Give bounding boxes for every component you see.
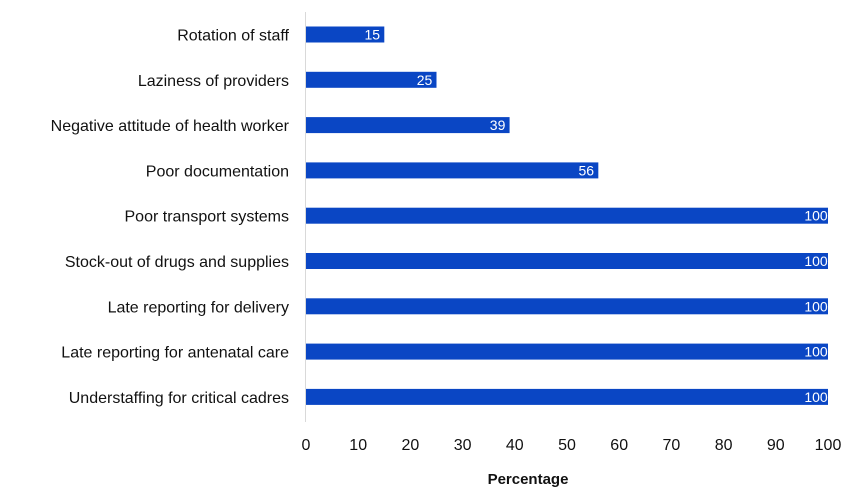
bar-value-label: 100: [804, 208, 828, 224]
x-tick-label: 30: [454, 437, 472, 454]
category-label: Late reporting for antenatal care: [61, 345, 289, 362]
category-label: Negative attitude of health worker: [51, 118, 290, 135]
bar-value-label: 100: [804, 298, 828, 314]
bar-8: [306, 343, 828, 360]
x-tick-label: 70: [663, 437, 681, 454]
x-tick-label: 10: [349, 437, 367, 454]
bar-7: [306, 298, 828, 315]
x-tick-label: 90: [767, 437, 785, 454]
bar-value-label: 25: [417, 72, 433, 88]
category-label: Laziness of providers: [138, 73, 289, 90]
category-labels: Rotation of staff Laziness of providers Ne…: [51, 28, 290, 407]
x-tick-label: 50: [558, 437, 576, 454]
bar-value-label: 100: [804, 344, 828, 360]
x-tick-label: 0: [302, 437, 311, 454]
bar-2: [306, 71, 437, 88]
category-label: Stock-out of drugs and supplies: [65, 254, 289, 271]
bar-5: [306, 207, 828, 224]
x-tick-label: 80: [715, 437, 733, 454]
bar-4: [306, 162, 599, 179]
bar-6: [306, 253, 828, 269]
x-tick-label: 100: [815, 437, 842, 454]
category-label: Understaffing for critical cadres: [69, 390, 289, 407]
bar-1: [306, 26, 385, 43]
x-tick-labels: 0 10 20 30 40 50 60 70 80 90 100: [302, 437, 842, 454]
x-axis-title: Percentage: [488, 471, 569, 488]
category-label: Poor documentation: [146, 163, 289, 180]
bar-9: [306, 388, 828, 405]
bar-value-label: 100: [804, 253, 828, 269]
bar-3: [306, 117, 510, 134]
bar-value-label: 56: [579, 162, 595, 178]
bar-value-label: 15: [365, 27, 381, 43]
category-label: Poor transport systems: [125, 209, 290, 226]
category-label: Late reporting for delivery: [108, 299, 289, 316]
bar-value-label: 39: [490, 117, 506, 133]
bar-value-label: 100: [804, 389, 828, 405]
category-label: Rotation of staff: [177, 28, 289, 45]
x-tick-label: 20: [402, 437, 420, 454]
bars-group: 15 25 39 56 100 100 100 100 100: [306, 26, 828, 405]
x-tick-label: 40: [506, 437, 524, 454]
x-tick-label: 60: [610, 437, 628, 454]
